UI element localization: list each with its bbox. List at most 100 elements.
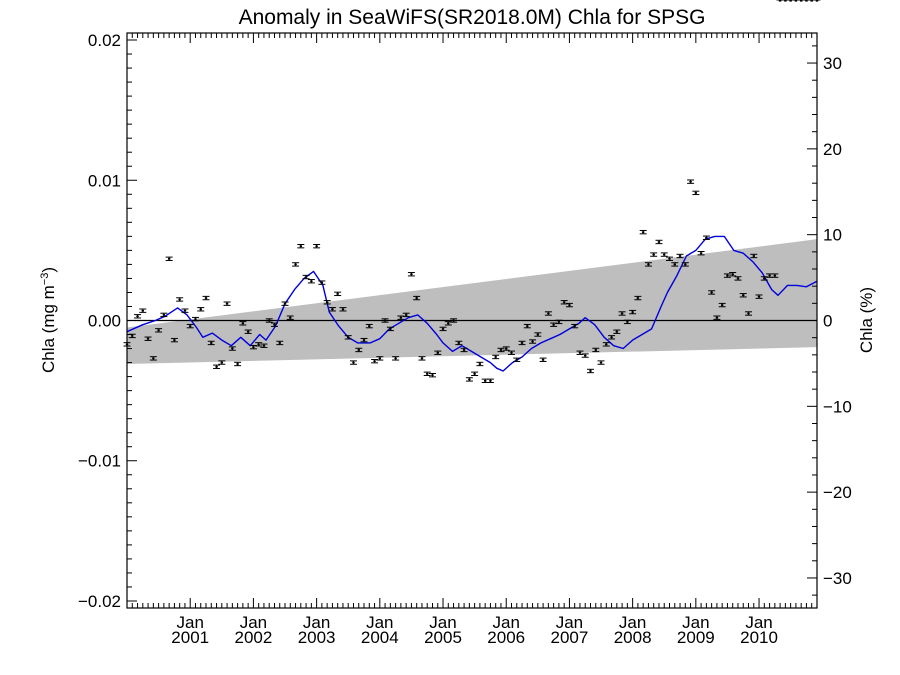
data-point — [497, 347, 505, 353]
y-axis-label-left-tail: ) — [39, 267, 58, 273]
point-marker — [304, 276, 308, 278]
data-point — [276, 340, 284, 346]
point-marker — [468, 378, 471, 381]
data-point — [718, 302, 726, 308]
point-marker — [462, 349, 466, 351]
left-axis: 0.02 0.01 0.00 −0.01 −0.02 — [78, 31, 137, 611]
data-point — [550, 322, 558, 327]
x-tick-label-year: 2002 — [234, 628, 272, 647]
data-point — [418, 356, 426, 361]
point-marker — [452, 319, 455, 322]
x-tick-label-year: 2003 — [298, 628, 336, 647]
point-marker — [594, 349, 597, 351]
data-point — [292, 262, 300, 267]
point-marker — [336, 293, 339, 295]
data-point — [529, 339, 537, 344]
data-point — [181, 308, 189, 313]
data-point — [191, 316, 199, 322]
data-point — [428, 373, 436, 378]
point-marker — [720, 304, 724, 306]
data-point — [702, 235, 710, 240]
point-marker — [183, 309, 187, 312]
point-marker — [404, 314, 408, 316]
data-point — [671, 262, 679, 267]
data-point — [228, 346, 236, 351]
data-point — [455, 340, 463, 346]
data-point — [692, 190, 700, 196]
data-point — [392, 356, 400, 361]
point-marker — [362, 339, 366, 341]
data-point — [407, 272, 415, 277]
point-marker — [383, 319, 387, 322]
x-tick-label-month: Jan — [682, 613, 709, 632]
data-point — [170, 337, 178, 343]
y2-tick-label: −10 — [823, 397, 852, 416]
data-point — [376, 356, 384, 361]
data-point — [581, 353, 589, 358]
data-point — [618, 311, 626, 316]
data-point — [413, 295, 421, 301]
data-point — [608, 335, 616, 340]
data-point — [249, 344, 257, 350]
point-marker — [715, 316, 719, 319]
data-point — [255, 342, 263, 347]
point-marker — [626, 321, 629, 323]
data-point — [544, 311, 552, 316]
point-marker — [483, 380, 487, 382]
data-point — [397, 315, 405, 320]
data-point — [176, 297, 184, 302]
data-point — [576, 350, 584, 355]
point-marker — [652, 253, 655, 256]
point-marker — [541, 358, 545, 361]
point-marker — [605, 343, 608, 346]
x-tick-label-year: 2001 — [171, 628, 209, 647]
point-marker — [389, 328, 392, 330]
point-marker — [647, 263, 650, 266]
point-marker — [773, 274, 777, 277]
data-point — [465, 377, 473, 382]
point-marker — [552, 323, 555, 326]
point-marker — [694, 192, 698, 194]
data-point — [518, 340, 526, 346]
data-point — [734, 276, 742, 281]
data-point — [665, 256, 673, 261]
point-marker — [426, 372, 429, 375]
point-marker — [731, 273, 734, 276]
point-marker — [599, 361, 603, 364]
data-point — [592, 347, 600, 353]
point-marker — [173, 339, 176, 341]
point-marker — [657, 241, 661, 243]
data-point — [760, 276, 768, 281]
y-tick-label: −0.01 — [78, 452, 121, 471]
point-marker — [620, 312, 624, 315]
data-point — [813, 0, 821, 2]
data-point — [744, 311, 752, 316]
point-marker — [399, 316, 403, 319]
data-point — [507, 350, 515, 355]
data-point — [539, 357, 547, 362]
data-point — [623, 319, 631, 325]
data-point — [270, 322, 278, 327]
y-axis-label-left-sup: −3 — [39, 273, 51, 286]
data-point — [687, 179, 695, 184]
data-point — [481, 378, 489, 383]
point-marker — [262, 344, 266, 347]
data-point — [629, 309, 637, 315]
x-tick-label-month: Jan — [556, 613, 583, 632]
data-point — [423, 371, 431, 376]
point-marker — [778, 0, 782, 2]
point-marker — [215, 365, 218, 368]
y2-tick-label: 10 — [823, 226, 842, 245]
data-point — [597, 360, 605, 365]
point-marker — [299, 245, 303, 247]
point-marker — [246, 330, 250, 333]
data-point — [655, 239, 663, 245]
data-point — [223, 301, 231, 306]
point-marker — [526, 325, 529, 327]
point-marker — [162, 314, 166, 316]
data-point — [186, 323, 194, 329]
data-point — [476, 361, 484, 367]
point-marker — [710, 291, 713, 294]
point-marker — [189, 325, 192, 327]
data-point — [371, 358, 379, 364]
